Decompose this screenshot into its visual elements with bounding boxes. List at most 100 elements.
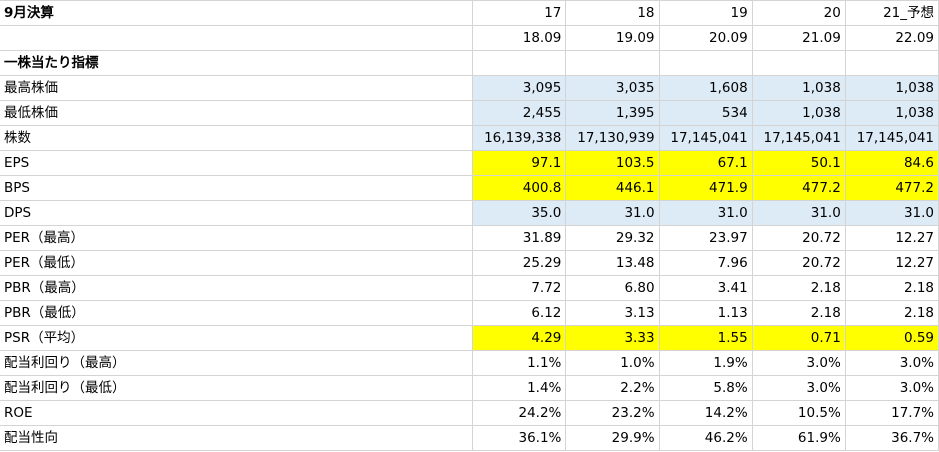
value-cell[interactable]: 103.5 <box>565 150 660 176</box>
value-cell[interactable]: 1.13 <box>659 300 753 326</box>
value-cell[interactable]: 17,145,041 <box>659 125 753 151</box>
value-cell[interactable]: 3.0% <box>752 350 846 376</box>
value-cell[interactable]: 13.48 <box>565 250 660 276</box>
value-cell[interactable]: 31.0 <box>752 200 846 226</box>
value-cell[interactable]: 2.18 <box>752 275 846 301</box>
value-cell[interactable]: 29.9% <box>565 425 660 451</box>
row-label-cell[interactable]: ROE <box>0 400 474 426</box>
row-label-cell[interactable]: PSR（平均） <box>0 325 474 351</box>
row-label-cell[interactable]: BPS <box>0 175 474 201</box>
value-cell[interactable]: 17,145,041 <box>845 125 939 151</box>
value-cell[interactable]: 6.80 <box>565 275 660 301</box>
value-cell[interactable]: 1.55 <box>659 325 753 351</box>
row-label-cell[interactable]: 配当利回り（最高） <box>0 350 474 376</box>
value-cell[interactable]: 2.18 <box>845 300 939 326</box>
row-label-cell[interactable]: 最低株価 <box>0 100 474 126</box>
value-cell[interactable]: 10.5% <box>752 400 846 426</box>
value-cell[interactable]: 36.7% <box>845 425 939 451</box>
value-cell[interactable]: 1,038 <box>845 75 939 101</box>
value-cell[interactable]: 3.33 <box>565 325 660 351</box>
row-label-cell[interactable]: 配当利回り（最低） <box>0 375 474 401</box>
value-cell[interactable]: 2.2% <box>565 375 660 401</box>
value-cell[interactable]: 0.59 <box>845 325 939 351</box>
value-cell[interactable]: 17,145,041 <box>752 125 846 151</box>
value-cell[interactable]: 31.89 <box>472 225 567 251</box>
period-cell[interactable]: 22.09 <box>845 25 939 51</box>
value-cell[interactable]: 46.2% <box>659 425 753 451</box>
value-cell[interactable]: 23.97 <box>659 225 753 251</box>
row-label-cell[interactable]: 最高株価 <box>0 75 474 101</box>
value-cell[interactable]: 84.6 <box>845 150 939 176</box>
empty-cell[interactable] <box>752 50 846 76</box>
value-cell[interactable]: 2.18 <box>752 300 846 326</box>
value-cell[interactable]: 534 <box>659 100 753 126</box>
value-cell[interactable]: 29.32 <box>565 225 660 251</box>
value-cell[interactable]: 3.41 <box>659 275 753 301</box>
value-cell[interactable]: 7.96 <box>659 250 753 276</box>
section-title-cell[interactable]: 一株当たり指標 <box>0 50 474 76</box>
value-cell[interactable]: 471.9 <box>659 175 753 201</box>
row-label-cell[interactable]: 配当性向 <box>0 425 474 451</box>
empty-cell[interactable] <box>565 50 660 76</box>
value-cell[interactable]: 2.18 <box>845 275 939 301</box>
value-cell[interactable]: 1.4% <box>472 375 567 401</box>
sheet-title-cell[interactable]: 9月決算 <box>0 0 474 26</box>
value-cell[interactable]: 50.1 <box>752 150 846 176</box>
value-cell[interactable]: 3.0% <box>845 375 939 401</box>
row-label-cell[interactable]: PER（最高） <box>0 225 474 251</box>
value-cell[interactable]: 446.1 <box>565 175 660 201</box>
year-cell[interactable]: 18 <box>565 0 660 26</box>
value-cell[interactable]: 1.9% <box>659 350 753 376</box>
row-label-cell[interactable]: PBR（最低） <box>0 300 474 326</box>
period-cell[interactable]: 18.09 <box>472 25 567 51</box>
value-cell[interactable]: 400.8 <box>472 175 567 201</box>
value-cell[interactable]: 2,455 <box>472 100 567 126</box>
value-cell[interactable]: 24.2% <box>472 400 567 426</box>
period-cell[interactable]: 21.09 <box>752 25 846 51</box>
period-cell[interactable]: 20.09 <box>659 25 753 51</box>
value-cell[interactable]: 6.12 <box>472 300 567 326</box>
value-cell[interactable]: 3.13 <box>565 300 660 326</box>
value-cell[interactable]: 1,395 <box>565 100 660 126</box>
empty-cell[interactable] <box>472 50 567 76</box>
row-label-cell[interactable]: PBR（最高） <box>0 275 474 301</box>
value-cell[interactable]: 477.2 <box>845 175 939 201</box>
year-cell[interactable]: 20 <box>752 0 846 26</box>
value-cell[interactable]: 67.1 <box>659 150 753 176</box>
value-cell[interactable]: 5.8% <box>659 375 753 401</box>
value-cell[interactable]: 1,038 <box>752 75 846 101</box>
year-cell[interactable]: 19 <box>659 0 753 26</box>
value-cell[interactable]: 16,139,338 <box>472 125 567 151</box>
value-cell[interactable]: 97.1 <box>472 150 567 176</box>
value-cell[interactable]: 1,608 <box>659 75 753 101</box>
value-cell[interactable]: 477.2 <box>752 175 846 201</box>
row-label-cell[interactable]: EPS <box>0 150 474 176</box>
value-cell[interactable]: 17,130,939 <box>565 125 660 151</box>
value-cell[interactable]: 23.2% <box>565 400 660 426</box>
value-cell[interactable]: 17.7% <box>845 400 939 426</box>
value-cell[interactable]: 12.27 <box>845 225 939 251</box>
empty-cell[interactable] <box>0 25 474 51</box>
value-cell[interactable]: 61.9% <box>752 425 846 451</box>
year-cell[interactable]: 17 <box>472 0 567 26</box>
value-cell[interactable]: 25.29 <box>472 250 567 276</box>
value-cell[interactable]: 3.0% <box>845 350 939 376</box>
value-cell[interactable]: 36.1% <box>472 425 567 451</box>
row-label-cell[interactable]: PER（最低） <box>0 250 474 276</box>
value-cell[interactable]: 12.27 <box>845 250 939 276</box>
value-cell[interactable]: 31.0 <box>659 200 753 226</box>
row-label-cell[interactable]: DPS <box>0 200 474 226</box>
value-cell[interactable]: 7.72 <box>472 275 567 301</box>
value-cell[interactable]: 4.29 <box>472 325 567 351</box>
value-cell[interactable]: 1,038 <box>752 100 846 126</box>
value-cell[interactable]: 1,038 <box>845 100 939 126</box>
value-cell[interactable]: 14.2% <box>659 400 753 426</box>
value-cell[interactable]: 1.1% <box>472 350 567 376</box>
value-cell[interactable]: 3,095 <box>472 75 567 101</box>
row-label-cell[interactable]: 株数 <box>0 125 474 151</box>
value-cell[interactable]: 35.0 <box>472 200 567 226</box>
value-cell[interactable]: 3,035 <box>565 75 660 101</box>
empty-cell[interactable] <box>659 50 753 76</box>
year-cell[interactable]: 21_予想 <box>845 0 939 26</box>
value-cell[interactable]: 0.71 <box>752 325 846 351</box>
